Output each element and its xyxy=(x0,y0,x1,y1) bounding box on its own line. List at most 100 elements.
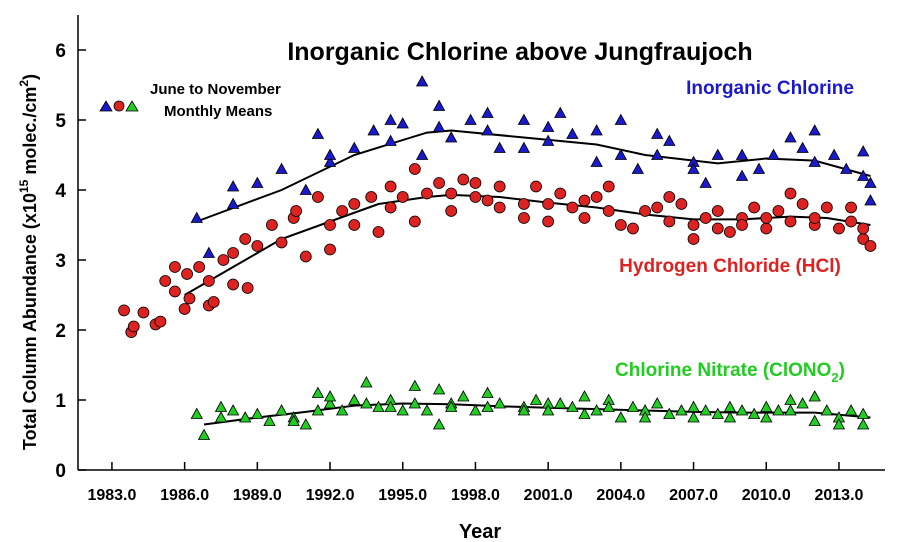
data-point xyxy=(190,211,203,223)
data-point xyxy=(396,404,409,416)
data-point xyxy=(578,390,591,402)
data-point xyxy=(602,205,615,217)
data-point xyxy=(445,400,458,412)
data-point xyxy=(638,411,652,423)
data-point xyxy=(227,278,239,291)
data-point xyxy=(384,180,397,193)
series-label: Chlorine Nitrate (ClONO2) xyxy=(615,360,845,385)
data-point xyxy=(323,155,337,167)
data-point xyxy=(614,113,628,125)
data-point xyxy=(517,141,531,153)
series-label-part: ) xyxy=(839,360,845,381)
y-axis-label-part: 15 xyxy=(17,179,31,193)
data-point xyxy=(590,404,603,416)
annotation: June to November xyxy=(150,81,281,98)
y-axis-label: Total Column Abundance (x1015 molec./cm2… xyxy=(17,74,40,450)
data-point xyxy=(384,113,397,125)
data-point xyxy=(808,212,821,224)
data-point xyxy=(675,198,688,210)
data-point xyxy=(421,187,433,200)
legend-marker xyxy=(125,100,139,112)
data-point xyxy=(299,183,312,195)
data-point xyxy=(808,124,821,136)
data-point xyxy=(311,127,325,139)
data-point xyxy=(415,75,429,87)
data-point xyxy=(493,397,506,409)
data-point xyxy=(432,383,446,395)
data-point xyxy=(481,124,494,136)
y-tick-label: 0 xyxy=(55,461,66,482)
data-point xyxy=(784,131,797,143)
x-tick-label: 1998.0 xyxy=(451,487,500,504)
data-point xyxy=(711,222,724,235)
data-point xyxy=(554,397,567,409)
data-point xyxy=(275,236,288,249)
data-point xyxy=(663,407,676,419)
data-point xyxy=(127,320,140,333)
data-point xyxy=(299,250,312,263)
data-point xyxy=(784,393,797,405)
data-point xyxy=(663,191,676,203)
data-point xyxy=(857,407,870,419)
data-point xyxy=(602,180,615,193)
data-point xyxy=(493,180,506,193)
data-point xyxy=(432,418,446,430)
data-point xyxy=(639,205,651,217)
data-point xyxy=(154,315,167,328)
data-point xyxy=(735,169,749,181)
data-point xyxy=(651,127,664,139)
data-point xyxy=(752,162,766,174)
data-point xyxy=(687,162,700,174)
data-point xyxy=(530,180,542,193)
data-point xyxy=(857,418,870,430)
data-point xyxy=(614,219,627,231)
data-point xyxy=(808,414,821,426)
data-point xyxy=(796,397,809,409)
data-point xyxy=(687,400,700,412)
data-point xyxy=(760,411,773,423)
x-tick-label: 1989.0 xyxy=(233,487,282,504)
data-point xyxy=(820,404,834,416)
data-point xyxy=(833,222,845,235)
data-point xyxy=(384,134,397,146)
data-point xyxy=(384,201,397,214)
data-point xyxy=(578,407,591,419)
chart-title: Inorganic Chlorine above Jungfraujoch xyxy=(287,38,752,66)
data-point xyxy=(699,176,712,188)
data-point xyxy=(723,400,737,412)
data-point xyxy=(711,407,724,419)
series-label: Inorganic Chlorine xyxy=(686,78,854,99)
data-point xyxy=(541,134,555,146)
x-axis-label: Year xyxy=(459,521,501,542)
y-tick-label: 3 xyxy=(55,251,66,272)
data-point xyxy=(748,201,761,214)
data-point xyxy=(614,411,628,423)
data-point xyxy=(433,177,445,189)
data-point xyxy=(348,219,361,231)
data-point xyxy=(469,404,482,416)
data-point xyxy=(214,411,228,423)
data-point xyxy=(820,201,833,214)
data-point xyxy=(541,120,555,132)
data-point xyxy=(590,124,603,136)
data-point xyxy=(396,191,409,203)
data-point xyxy=(481,194,494,207)
data-point xyxy=(566,400,579,412)
data-point xyxy=(181,268,193,280)
data-point xyxy=(457,390,470,402)
data-point xyxy=(760,222,773,235)
data-point xyxy=(214,400,228,412)
data-point xyxy=(336,205,349,217)
data-point xyxy=(699,404,712,416)
data-point xyxy=(542,198,555,210)
data-point xyxy=(312,191,324,203)
series-label-part: Chlorine Nitrate (ClONO xyxy=(615,360,831,381)
data-point xyxy=(747,407,761,419)
data-point xyxy=(241,282,254,294)
data-point xyxy=(808,155,821,167)
data-point xyxy=(827,148,841,160)
data-point xyxy=(518,212,530,224)
data-point xyxy=(493,141,506,153)
data-point xyxy=(227,247,239,259)
